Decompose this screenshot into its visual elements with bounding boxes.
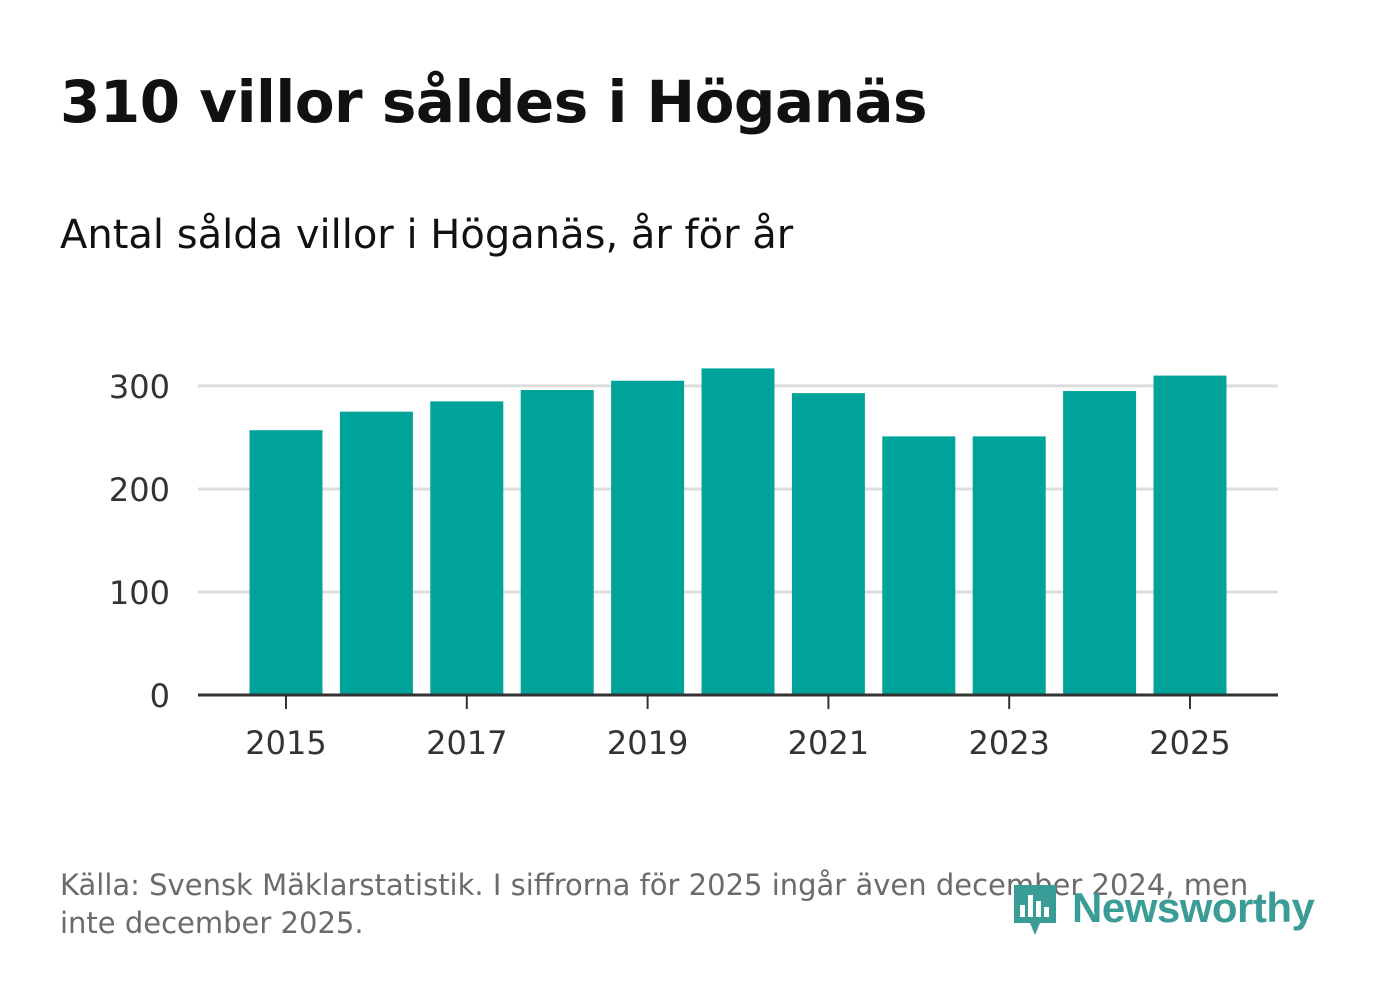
x-tick-label: 2025 [1149, 724, 1230, 762]
axes: 0 100 200 300 2015 2017 2019 2021 2023 2025 [109, 368, 1278, 762]
bar-2019 [611, 380, 685, 695]
bar-2020 [701, 368, 775, 695]
bar-2017 [430, 401, 504, 695]
y-tick-label: 100 [109, 574, 170, 612]
x-tick-label: 2019 [607, 724, 688, 762]
y-tick-label: 0 [150, 677, 170, 715]
bar-chart: 0 100 200 300 2015 2017 2019 2021 2023 2025 [109, 368, 1278, 762]
newsworthy-logo: Newsworthy [1010, 878, 1315, 938]
bar-2016 [339, 411, 413, 695]
chart-subtitle: Antal sålda villor i Höganäs, år för år [60, 212, 794, 258]
x-tick-label: 2023 [968, 724, 1049, 762]
x-tick-label: 2021 [788, 724, 869, 762]
bar-2023 [972, 436, 1046, 695]
bar-2018 [520, 390, 594, 695]
bar-2025 [1153, 375, 1227, 695]
newsworthy-logo-text: Newsworthy [1072, 884, 1315, 931]
bar-2024 [1063, 391, 1137, 695]
x-tick-label: 2015 [245, 724, 326, 762]
y-tick-label: 200 [109, 471, 170, 509]
bar-2022 [882, 436, 956, 695]
newsworthy-logo-icon [1014, 885, 1056, 935]
x-tick-label: 2017 [426, 724, 507, 762]
y-tick-label: 300 [109, 368, 170, 406]
bar-2021 [791, 393, 865, 695]
bars [249, 368, 1227, 695]
chart-title: 310 villor såldes i Höganäs [60, 68, 928, 136]
bar-2015 [249, 430, 323, 695]
